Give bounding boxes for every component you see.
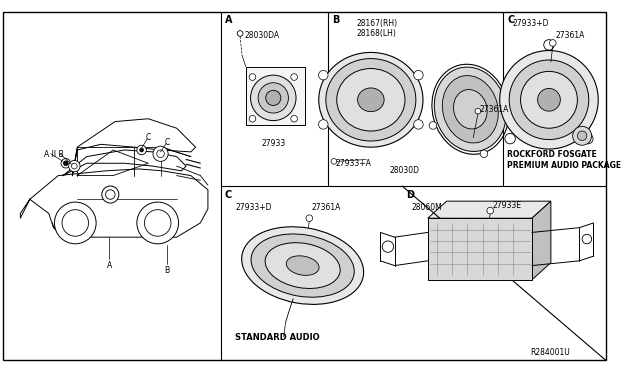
Circle shape [509,60,589,140]
Text: 27933: 27933 [261,139,285,148]
Text: A II B: A II B [44,150,63,159]
Text: C: C [145,133,150,142]
Circle shape [137,145,147,155]
Ellipse shape [442,76,499,143]
Text: 27933+A: 27933+A [336,158,372,167]
Ellipse shape [251,234,355,297]
Text: B: B [164,266,170,275]
Circle shape [249,115,256,122]
Circle shape [505,134,515,144]
Bar [428,218,532,280]
Circle shape [573,126,591,145]
Circle shape [237,31,243,36]
Text: A: A [107,261,112,270]
Text: 27933E: 27933E [492,201,521,210]
Circle shape [475,108,481,114]
Text: 27361A: 27361A [311,203,340,212]
Circle shape [538,89,561,111]
Text: 28030DA: 28030DA [245,31,280,40]
Circle shape [577,131,587,141]
Circle shape [145,210,171,236]
Circle shape [582,134,593,144]
Circle shape [140,148,143,152]
Text: 27361A: 27361A [556,31,585,40]
Circle shape [249,74,256,80]
Polygon shape [532,201,551,280]
Circle shape [429,122,436,129]
Ellipse shape [326,58,416,141]
Text: A: A [225,16,232,25]
Circle shape [319,70,328,80]
Circle shape [331,158,337,164]
Text: R284001U: R284001U [530,347,570,356]
Circle shape [137,202,179,244]
Ellipse shape [454,90,487,129]
Ellipse shape [435,67,506,151]
Circle shape [258,83,289,113]
Bar [246,67,305,125]
Circle shape [480,150,488,158]
Circle shape [61,158,70,168]
Circle shape [487,207,493,214]
Text: ROCKFORD FOSGATE: ROCKFORD FOSGATE [508,150,597,159]
Text: C: C [164,138,170,147]
Text: 28167(RH): 28167(RH) [356,19,398,28]
Circle shape [102,186,119,203]
Text: 27933+D: 27933+D [236,203,272,212]
Text: STANDARD AUDIO: STANDARD AUDIO [236,333,320,342]
Circle shape [550,40,556,46]
Circle shape [520,71,577,128]
Circle shape [413,70,423,80]
Circle shape [504,89,511,97]
Circle shape [153,146,168,161]
Circle shape [62,210,88,236]
Circle shape [106,190,115,199]
Circle shape [54,202,96,244]
Text: PREMIUM AUDIO PACKAGE: PREMIUM AUDIO PACKAGE [508,161,621,170]
Ellipse shape [286,256,319,275]
Text: 28168(LH): 28168(LH) [356,29,397,38]
Polygon shape [428,201,551,218]
Circle shape [63,161,68,166]
Circle shape [157,150,164,158]
Ellipse shape [319,52,423,147]
Circle shape [291,74,298,80]
Ellipse shape [242,227,364,304]
Circle shape [319,120,328,129]
Text: B: B [332,16,339,25]
Text: D: D [406,190,414,200]
Circle shape [291,115,298,122]
Ellipse shape [337,68,405,131]
Text: 28030D: 28030D [390,166,420,175]
Circle shape [413,120,423,129]
Circle shape [306,215,312,222]
Text: 27361A: 27361A [480,105,509,114]
Text: 28060M: 28060M [412,203,442,212]
Text: C: C [508,16,515,25]
Circle shape [500,51,598,149]
Text: C: C [225,190,232,200]
Circle shape [68,160,80,172]
Circle shape [72,163,77,169]
Circle shape [266,90,281,106]
Circle shape [582,234,591,244]
Text: 27933+D: 27933+D [513,19,550,28]
Ellipse shape [265,243,340,288]
Circle shape [544,40,554,50]
Circle shape [382,241,394,252]
Circle shape [250,75,296,121]
Ellipse shape [358,88,384,112]
